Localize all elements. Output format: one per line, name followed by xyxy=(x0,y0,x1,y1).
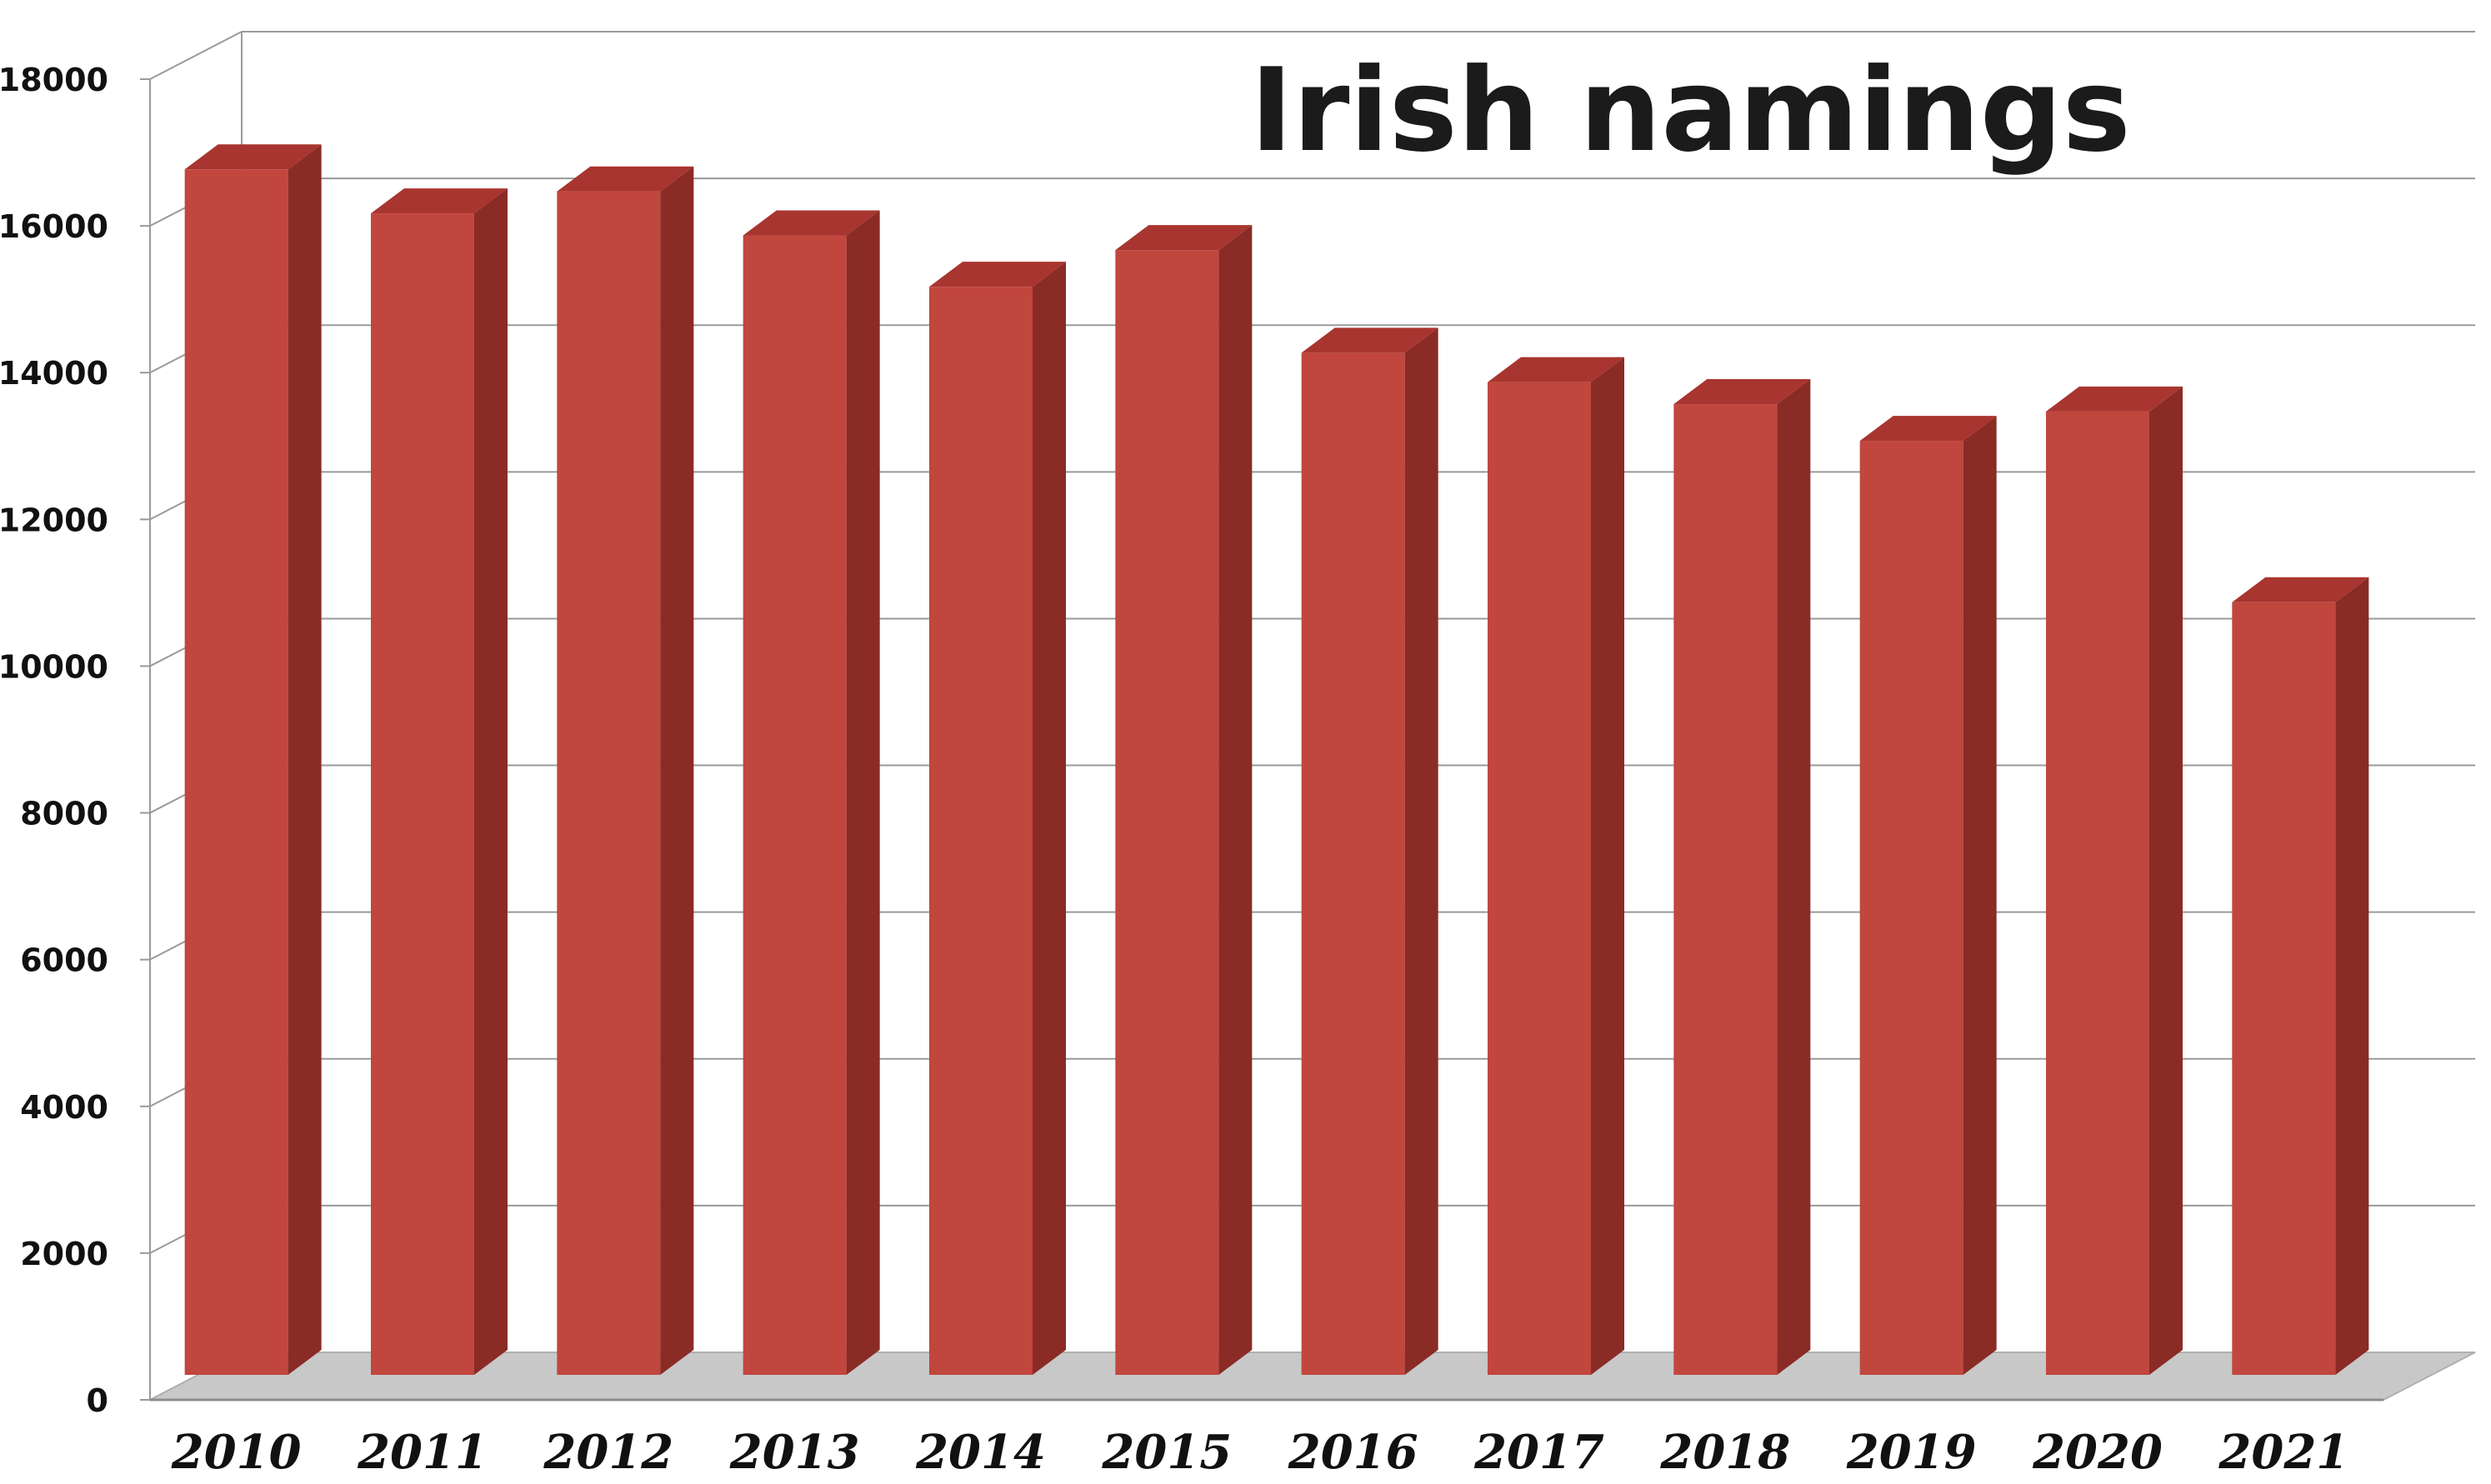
bar-side-2015 xyxy=(1218,225,1253,1375)
y-tick-label: 16000 xyxy=(0,208,108,245)
bar-top-2021 xyxy=(2232,577,2369,602)
bar-2018 xyxy=(1673,404,1778,1375)
bar-2017 xyxy=(1488,382,1591,1375)
bar-side-2017 xyxy=(1591,357,1624,1375)
bar-side-2012 xyxy=(660,166,694,1375)
x-tick-label: 2012 xyxy=(543,1425,673,1480)
bar-top-2015 xyxy=(1115,225,1253,251)
bar-top-2011 xyxy=(371,188,508,214)
gridline-diagonal xyxy=(149,31,243,80)
x-tick-label: 2010 xyxy=(171,1425,302,1480)
bar-top-2020 xyxy=(2046,386,2183,412)
bar-2020 xyxy=(2046,411,2149,1376)
bar-side-2020 xyxy=(2149,386,2183,1376)
x-tick-label: 2014 xyxy=(915,1425,1046,1480)
bar-2011 xyxy=(371,213,474,1376)
bar-side-2011 xyxy=(474,188,508,1376)
bar-top-2018 xyxy=(1673,379,1811,405)
x-tick-label: 2015 xyxy=(1101,1425,1232,1480)
y-tick-label: 4000 xyxy=(20,1089,108,1126)
bar-side-2013 xyxy=(846,210,880,1375)
y-tick-label: 2000 xyxy=(20,1236,108,1272)
bar-top-2012 xyxy=(557,166,694,192)
bar-top-2010 xyxy=(184,144,322,170)
bar-2016 xyxy=(1301,352,1405,1376)
x-tick-label: 2013 xyxy=(729,1425,860,1480)
bar-2013 xyxy=(743,235,847,1375)
y-tick-label: 10000 xyxy=(0,648,108,685)
y-axis-ticks: 0 2000 4000 6000 8000 10000 12000 14000 16000 180… xyxy=(0,62,108,1419)
chart-title: Irish namings xyxy=(1250,43,2131,177)
bar-top-2017 xyxy=(1488,357,1624,382)
x-tick-label: 2017 xyxy=(1473,1425,1604,1480)
x-tick-label: 2021 xyxy=(2218,1425,2348,1480)
x-tick-label: 2016 xyxy=(1288,1425,1418,1480)
x-tick-label: 2020 xyxy=(2032,1425,2163,1480)
bar-top-2019 xyxy=(1859,416,1997,442)
bar-side-2018 xyxy=(1777,379,1811,1375)
y-tick-label: 14000 xyxy=(0,355,108,392)
bar-2015 xyxy=(1115,250,1219,1375)
bar-side-2021 xyxy=(2335,577,2369,1375)
x-axis-ticks: 2010 2011 2012 2013 2014 2015 2016 2017 2018 2019… xyxy=(171,1425,2349,1480)
bar-side-2016 xyxy=(1404,327,1438,1376)
y-tick-label: 8000 xyxy=(20,796,108,832)
bar-2010 xyxy=(184,169,288,1375)
bar-side-2010 xyxy=(288,144,322,1375)
x-tick-label: 2018 xyxy=(1659,1425,1790,1480)
y-tick-label: 18000 xyxy=(0,62,108,98)
bar-side-2019 xyxy=(1963,416,1997,1375)
bar-top-2013 xyxy=(743,210,880,236)
y-tick-label: 0 xyxy=(87,1382,108,1419)
bar-side-2014 xyxy=(1033,262,1066,1376)
bar-2019 xyxy=(1859,441,1963,1376)
bar-2021 xyxy=(2232,602,2336,1375)
y-tick-label: 12000 xyxy=(0,502,108,538)
bar-top-2016 xyxy=(1301,327,1438,353)
x-tick-label: 2011 xyxy=(357,1425,488,1480)
bar-2014 xyxy=(929,287,1033,1376)
y-tick-label: 6000 xyxy=(20,942,108,979)
bars xyxy=(184,144,2369,1376)
bar-top-2014 xyxy=(929,262,1066,287)
bar-2012 xyxy=(557,191,661,1375)
x-tick-label: 2019 xyxy=(1846,1425,1977,1480)
